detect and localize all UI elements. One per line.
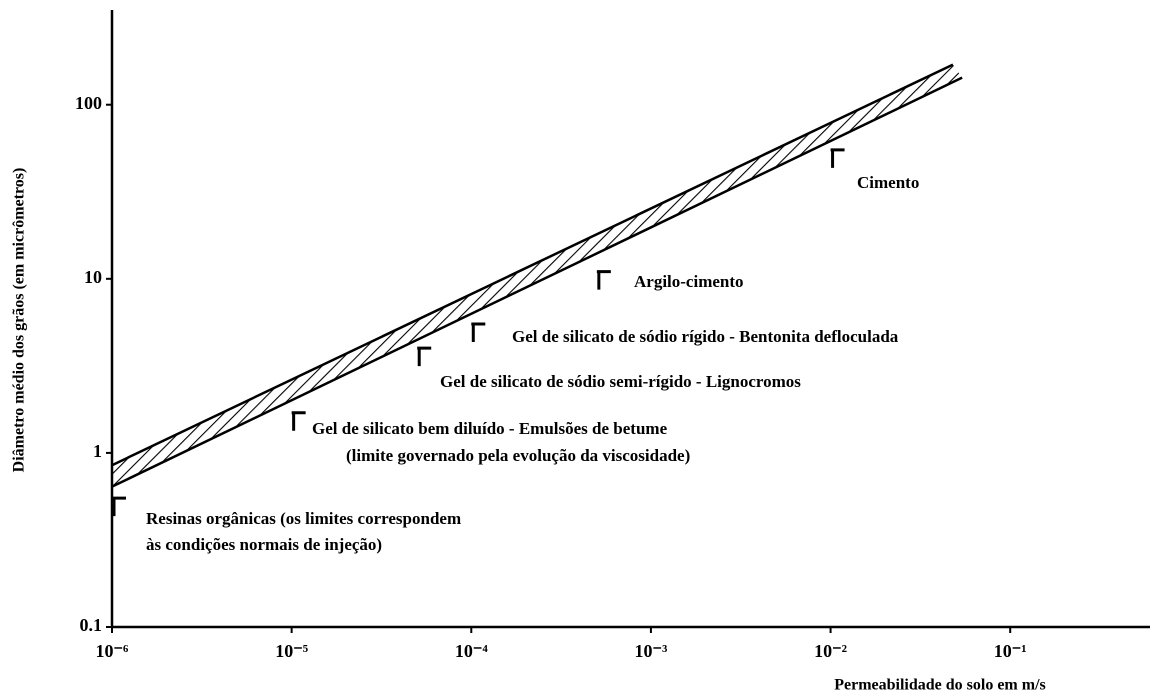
x-tick-label: 10⁻² (814, 641, 847, 661)
limit-marker (830, 148, 845, 168)
x-tick-label: 10⁻⁴ (455, 641, 489, 661)
x-tick-label: 10⁻³ (634, 641, 668, 661)
band-line (111, 76, 963, 488)
limit-marker (596, 270, 611, 290)
limit-marker (112, 496, 126, 517)
annotation: Gel de silicato bem diluído - Emulsões d… (312, 419, 668, 438)
band-line (111, 63, 954, 467)
annotation: Gel de silicato de sódio rígido - Benton… (512, 327, 899, 346)
annotation: (limite governado pela evolução da visco… (346, 446, 690, 465)
annotation: Argilo-cimento (634, 272, 744, 291)
hatched-band (112, 64, 963, 487)
x-tick-label: 10⁻⁵ (275, 641, 309, 661)
limit-marker (417, 346, 432, 367)
x-axis-label: Permeabilidade do solo em m/s (834, 677, 1046, 694)
y-axis-label: Diâmetro médio dos grãos (em micrômetros… (11, 168, 28, 473)
x-tick-label: 10⁻¹ (994, 641, 1027, 661)
y-tick-label: 100 (75, 93, 102, 113)
annotation: Gel de silicato de sódio semi-rígido - L… (440, 372, 801, 391)
annotation: Cimento (857, 173, 919, 192)
x-tick-label: 10⁻⁶ (96, 641, 130, 661)
annotation: às condições normais de injeção) (146, 535, 382, 554)
limit-marker (471, 322, 486, 343)
annotation: Resinas orgânicas (os limites correspond… (146, 509, 461, 528)
y-tick-label: 0.1 (80, 615, 103, 635)
y-tick-label: 1 (93, 441, 102, 461)
y-tick-label: 10 (84, 267, 102, 287)
limit-marker (291, 411, 306, 431)
